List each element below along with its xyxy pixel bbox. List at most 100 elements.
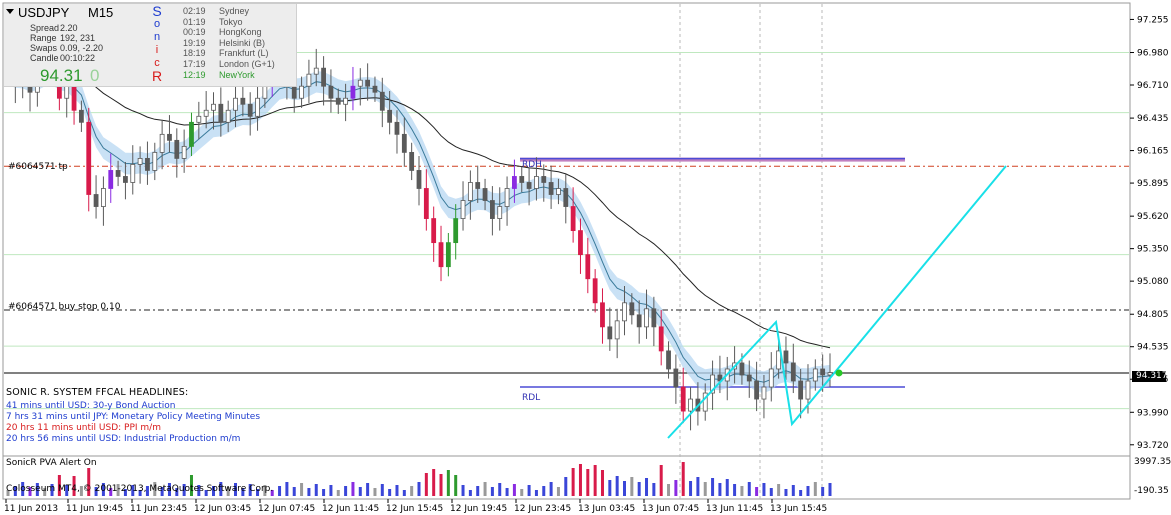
volume-bar	[542, 486, 546, 496]
candle-body	[827, 372, 833, 376]
session-time: 02:19	[183, 6, 206, 16]
volume-bar	[358, 487, 362, 496]
volume-bar	[608, 480, 612, 496]
candle	[211, 92, 216, 130]
candle	[423, 169, 429, 231]
candle	[379, 77, 385, 128]
buy-stop-order-label: #6064571 buy stop 0.10	[8, 302, 121, 312]
candle-body	[798, 380, 804, 400]
candle	[431, 206, 437, 262]
volume-bar	[483, 482, 487, 496]
info-row-value: 0.09, -2.20	[60, 43, 104, 53]
volume-bar	[145, 486, 149, 496]
candle-body	[460, 200, 466, 219]
session-time: 19:19	[183, 37, 206, 48]
info-row-value: 00:10:22	[60, 53, 96, 63]
volume-bar	[263, 485, 267, 496]
headlines-panel: SONIC R. SYSTEM FFCAL HEADLINES: 41 mins…	[0, 386, 320, 448]
candle	[798, 368, 804, 419]
volume-bar	[718, 483, 722, 496]
info-row: Swaps 0.09, -2.20	[30, 43, 103, 53]
candle-body	[130, 164, 136, 183]
candle	[651, 296, 657, 347]
candle	[519, 166, 525, 193]
session-name: Frankfurt (L)	[219, 48, 269, 59]
candle-body	[423, 188, 429, 219]
time-tick-label: 12 Jun 19:45	[450, 504, 507, 514]
candle	[108, 153, 114, 203]
candle-body	[556, 188, 561, 195]
candle	[350, 66, 356, 111]
candle-body	[790, 362, 796, 382]
volume-bar	[659, 465, 663, 496]
candle-body	[108, 170, 114, 189]
symbol-dropdown-arrow[interactable]	[6, 9, 14, 14]
candle-body	[379, 91, 385, 111]
candle	[482, 178, 488, 211]
volume-bar	[762, 483, 766, 496]
volume-bar	[300, 483, 304, 496]
volume-bar	[395, 485, 399, 496]
sonic-letter: c	[154, 57, 160, 69]
volume-bar	[410, 486, 414, 496]
candle	[680, 367, 686, 424]
session-name: Tokyo	[219, 16, 243, 27]
volume-bar	[278, 486, 282, 496]
candle-body	[688, 398, 693, 412]
volume-bar	[109, 488, 113, 496]
volume-bar	[454, 475, 458, 496]
volume-bar	[681, 462, 685, 496]
candle	[115, 160, 121, 187]
candle	[790, 343, 796, 394]
candle-body	[438, 242, 444, 268]
volume-bar	[138, 490, 142, 496]
candle	[159, 119, 165, 170]
volume-bar	[696, 477, 700, 496]
volume-bar	[593, 465, 597, 496]
candle	[467, 170, 473, 220]
candle-body	[497, 206, 503, 219]
candle-body	[761, 386, 767, 400]
candle	[489, 186, 495, 236]
candle-body	[644, 308, 649, 328]
candle-body	[350, 85, 356, 99]
candle	[218, 87, 224, 137]
session-clocks: 02:19 Sydney 01:19 Tokyo 00:19 HongKong 19:19 H…	[183, 6, 275, 80]
volume-bar	[182, 484, 186, 496]
candle-body	[181, 145, 187, 159]
ema-midline	[7, 73, 831, 383]
price-tick-label: 94.535	[1137, 343, 1169, 353]
price-tick-label: 96.980	[1137, 49, 1169, 59]
candle-body	[820, 368, 826, 376]
candle-body	[189, 121, 194, 147]
candle-body	[512, 176, 517, 189]
candle	[658, 310, 664, 366]
session-time: 18:19	[183, 48, 206, 59]
candle-body	[519, 176, 525, 183]
candle-body	[783, 350, 789, 364]
candle	[233, 83, 238, 128]
volume-bar	[813, 482, 817, 496]
time-tick-label: 11 Jun 19:45	[66, 504, 123, 514]
candle-body	[431, 218, 437, 244]
candle	[526, 168, 532, 206]
candle-body	[123, 176, 128, 183]
candle-body	[159, 133, 165, 153]
candle	[189, 112, 194, 156]
candle	[702, 383, 708, 421]
volume-bar	[101, 483, 105, 496]
info-row: Candle00:10:22	[30, 53, 103, 63]
session-row: 19:19 Helsinki (B)	[183, 38, 275, 49]
candle	[167, 115, 172, 153]
candle	[622, 285, 627, 336]
candle-body	[585, 254, 591, 280]
price-tick-label: 95.895	[1137, 179, 1169, 189]
candle	[438, 225, 444, 282]
volume-bar	[65, 485, 69, 496]
candle	[607, 307, 613, 351]
candle-body	[313, 67, 319, 75]
candle-body	[93, 194, 99, 207]
volume-bar	[344, 486, 348, 496]
candle-body	[453, 218, 459, 244]
volume-bar	[769, 488, 773, 496]
